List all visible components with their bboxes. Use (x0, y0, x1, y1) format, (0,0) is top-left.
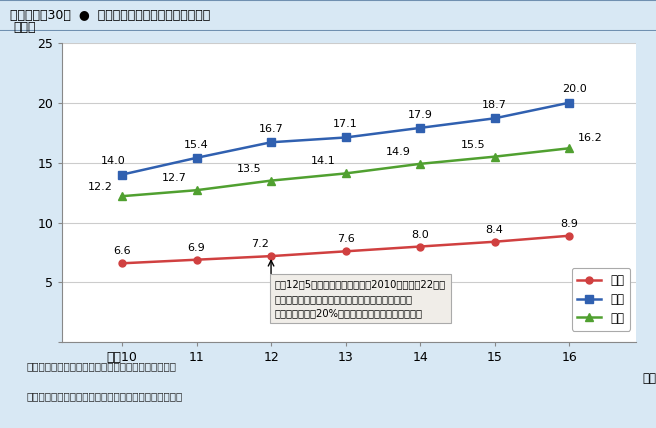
公立 (416, 125, 424, 131)
Text: ２．教員（本務者）で，助手を含まない数値。: ２．教員（本務者）で，助手を含まない数値。 (26, 392, 182, 401)
Text: （％）: （％） (14, 21, 36, 34)
国立 (342, 249, 350, 254)
公立 (342, 135, 350, 140)
国立 (193, 257, 201, 262)
私立 (565, 146, 573, 151)
Text: 13.5: 13.5 (237, 163, 261, 174)
Text: （年度）: （年度） (642, 372, 656, 385)
Text: （備考）１．文部科学省「学校基本調査」より作成。: （備考）１．文部科学省「学校基本調査」より作成。 (26, 362, 176, 372)
Text: 平成12年5月，国立大学協会は，2010年（平成22年）
までに国立大学の女性教員（助手・非常勤講師を含
めず）の比率も20%まで引き上げる達成目標を提言: 平成12年5月，国立大学協会は，2010年（平成22年） までに国立大学の女性教… (275, 279, 446, 318)
Text: 8.0: 8.0 (411, 229, 429, 240)
国立 (565, 233, 573, 238)
国立 (267, 253, 275, 259)
私立 (342, 171, 350, 176)
Line: 公立: 公立 (118, 98, 573, 179)
Text: 12.7: 12.7 (162, 173, 187, 183)
私立 (267, 178, 275, 183)
Text: 6.6: 6.6 (113, 247, 131, 256)
Text: 20.0: 20.0 (562, 84, 587, 95)
公立 (565, 100, 573, 105)
Text: 8.4: 8.4 (485, 225, 504, 235)
Text: 15.5: 15.5 (461, 140, 485, 150)
Text: 第１－序－30図  ●  大学における女性教員割合の推移: 第１－序－30図 ● 大学における女性教員割合の推移 (10, 9, 210, 22)
私立 (416, 161, 424, 166)
私立 (491, 154, 499, 159)
公立 (267, 140, 275, 145)
国立 (491, 239, 499, 244)
Line: 国立: 国立 (119, 232, 573, 267)
Legend: 国立, 公立, 私立: 国立, 公立, 私立 (571, 268, 630, 330)
国立 (118, 261, 126, 266)
公立 (193, 155, 201, 160)
Text: 17.1: 17.1 (333, 119, 358, 129)
Text: 14.0: 14.0 (101, 156, 126, 166)
Text: 7.6: 7.6 (337, 235, 354, 244)
Text: 6.9: 6.9 (188, 243, 205, 253)
Text: 16.7: 16.7 (258, 124, 283, 134)
国立 (416, 244, 424, 249)
私立 (193, 187, 201, 193)
Text: 14.9: 14.9 (386, 147, 411, 157)
公立 (118, 172, 126, 177)
Text: 15.4: 15.4 (184, 140, 209, 149)
公立 (491, 116, 499, 121)
Text: 7.2: 7.2 (251, 239, 269, 249)
Line: 私立: 私立 (118, 144, 573, 200)
Text: 16.2: 16.2 (577, 133, 602, 143)
Text: 12.2: 12.2 (87, 182, 112, 192)
私立 (118, 193, 126, 199)
Text: 17.9: 17.9 (407, 110, 432, 119)
Text: 18.7: 18.7 (482, 100, 507, 110)
Text: 14.1: 14.1 (311, 157, 336, 166)
Text: 8.9: 8.9 (560, 219, 578, 229)
